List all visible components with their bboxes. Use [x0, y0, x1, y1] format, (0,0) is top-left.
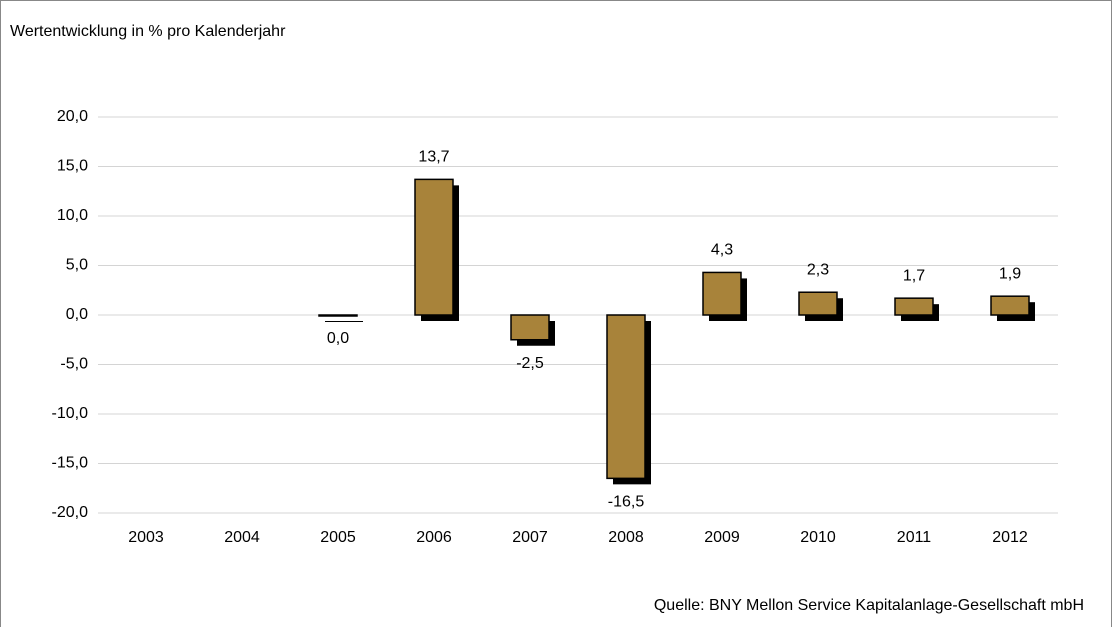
x-tick-label: 2007 — [512, 529, 548, 546]
y-tick-label: 0,0 — [66, 306, 88, 323]
value-label: 1,7 — [903, 267, 925, 284]
source-note: Quelle: BNY Mellon Service Kapitalanlage… — [654, 597, 1084, 614]
x-tick-label: 2005 — [320, 529, 356, 546]
y-tick-label: -15,0 — [52, 455, 89, 472]
bar — [606, 314, 646, 480]
x-tick-label: 2009 — [704, 529, 740, 546]
value-label: 1,9 — [999, 265, 1021, 282]
y-tick-label: 5,0 — [66, 257, 88, 274]
y-tick-label: -5,0 — [60, 356, 88, 373]
bar — [990, 295, 1030, 316]
value-label: 13,7 — [418, 149, 449, 166]
bar — [414, 178, 454, 316]
bar — [702, 271, 742, 316]
x-tick-label: 2003 — [128, 529, 164, 546]
value-label: 4,3 — [711, 242, 733, 259]
value-label: 0,0 — [327, 330, 349, 347]
value-label: -16,5 — [608, 494, 645, 511]
y-tick-label: 20,0 — [57, 108, 88, 125]
x-tick-label: 2011 — [897, 529, 932, 546]
x-tick-label: 2006 — [416, 529, 452, 546]
bar-shadow — [325, 321, 363, 322]
bar — [510, 314, 550, 341]
y-tick-label: 15,0 — [57, 158, 88, 175]
value-label: -2,5 — [516, 355, 544, 372]
y-tick-label: -20,0 — [52, 504, 89, 521]
bar — [798, 291, 838, 316]
y-tick-label: -10,0 — [52, 405, 89, 422]
bar — [894, 297, 934, 316]
y-tick-label: 10,0 — [57, 207, 88, 224]
chart-title: Wertentwicklung in % pro Kalenderjahr — [10, 23, 286, 40]
x-tick-label: 2010 — [800, 529, 836, 546]
x-tick-label: 2008 — [608, 529, 644, 546]
value-label: 2,3 — [807, 261, 829, 278]
x-tick-label: 2004 — [224, 529, 260, 546]
bar — [318, 314, 358, 317]
x-tick-label: 2012 — [992, 529, 1028, 546]
